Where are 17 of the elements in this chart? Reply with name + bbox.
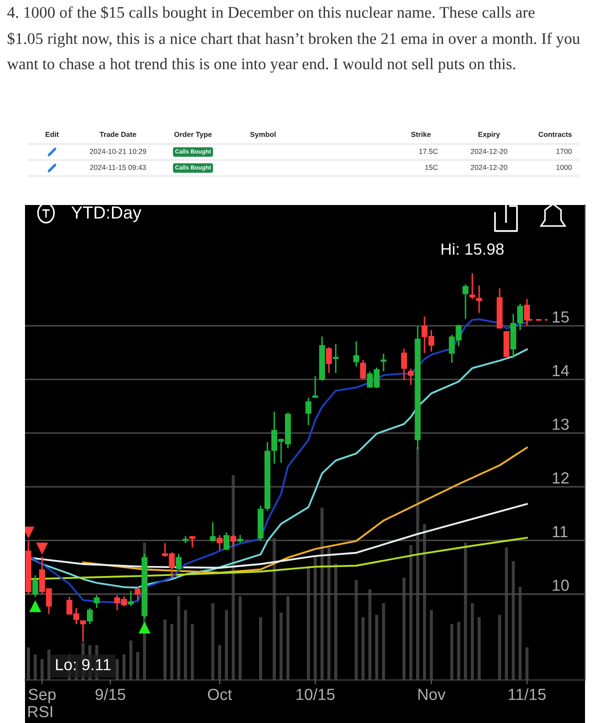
x-tick-label: Oct bbox=[208, 688, 232, 700]
y-tick-label: 14 bbox=[552, 365, 569, 376]
annotation: YTD:Day bbox=[71, 206, 142, 222]
x-tick-label: Sep bbox=[28, 688, 56, 704]
y-tick-label: 15 bbox=[552, 311, 569, 323]
x-tick-label: 11/15 bbox=[508, 688, 546, 700]
y-tick-label: 10 bbox=[552, 580, 569, 591]
x-tick-label: Nov bbox=[418, 688, 446, 700]
x-tick-label: 10/15 bbox=[296, 688, 335, 700]
text: 4. 1000 of the $15 calls bought in December on this nuclear name. These calls are $1.05 right now, this is a nice chart that hasn’t broken the 21 ema in over a month. If you want to chase a hot trend this is one into year end. I would not sell puts on this. bbox=[7, 6, 580, 73]
y-tick-label: 13 bbox=[552, 418, 569, 430]
annotation: Hi: 15.98 bbox=[442, 242, 504, 255]
y-tick-label: 12 bbox=[552, 472, 569, 484]
x-tick-label: 9/15 bbox=[96, 688, 126, 700]
y-tick-label: 11 bbox=[552, 526, 568, 538]
text: RSI bbox=[28, 706, 52, 718]
annotation: Lo: 9.11 bbox=[56, 658, 111, 670]
